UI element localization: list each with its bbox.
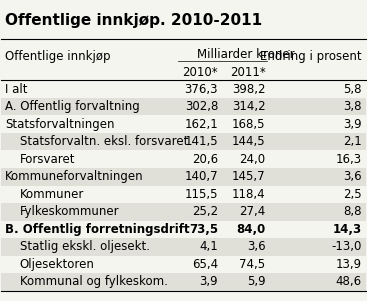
Text: 162,1: 162,1: [184, 118, 218, 131]
Bar: [1, 238, 366, 256]
Text: 118,4: 118,4: [232, 188, 265, 201]
Text: I alt: I alt: [5, 83, 28, 96]
Text: Kommuner: Kommuner: [19, 188, 84, 201]
Text: 48,6: 48,6: [336, 275, 362, 288]
Text: 5,8: 5,8: [344, 83, 362, 96]
Text: 3,6: 3,6: [344, 170, 362, 183]
Bar: [1, 203, 366, 221]
Text: 2011*: 2011*: [230, 66, 265, 79]
Text: 398,2: 398,2: [232, 83, 265, 96]
Text: 302,8: 302,8: [185, 100, 218, 113]
Text: 2,5: 2,5: [344, 188, 362, 201]
Text: 3,9: 3,9: [200, 275, 218, 288]
Text: 73,5: 73,5: [189, 223, 218, 236]
Text: Statlig ekskl. oljesekt.: Statlig ekskl. oljesekt.: [19, 240, 150, 253]
Text: Statsforvaltn. eksl. forsvaret: Statsforvaltn. eksl. forsvaret: [19, 135, 188, 148]
Text: Fylkeskommuner: Fylkeskommuner: [19, 205, 119, 218]
Text: 8,8: 8,8: [344, 205, 362, 218]
Text: 3,6: 3,6: [247, 240, 265, 253]
Bar: [1, 168, 366, 185]
Text: Endring i prosent: Endring i prosent: [260, 50, 362, 63]
Text: 27,4: 27,4: [239, 205, 265, 218]
Text: A. Offentlig forvaltning: A. Offentlig forvaltning: [5, 100, 140, 113]
Text: 145,7: 145,7: [232, 170, 265, 183]
Text: 5,9: 5,9: [247, 275, 265, 288]
Bar: [1, 98, 366, 116]
Text: 3,8: 3,8: [344, 100, 362, 113]
Text: 115,5: 115,5: [185, 188, 218, 201]
Text: 65,4: 65,4: [192, 258, 218, 271]
Text: 314,2: 314,2: [232, 100, 265, 113]
Text: 2,1: 2,1: [343, 135, 362, 148]
Text: B. Offentlig forretningsdrift: B. Offentlig forretningsdrift: [5, 223, 190, 236]
Text: 16,3: 16,3: [336, 153, 362, 166]
Text: 3,9: 3,9: [344, 118, 362, 131]
Text: 168,5: 168,5: [232, 118, 265, 131]
Text: 25,2: 25,2: [192, 205, 218, 218]
Text: -13,0: -13,0: [332, 240, 362, 253]
Text: Offentlige innkjøp. 2010-2011: Offentlige innkjøp. 2010-2011: [5, 13, 262, 28]
Text: 13,9: 13,9: [336, 258, 362, 271]
Bar: [1, 273, 366, 291]
Text: 2010*: 2010*: [182, 66, 218, 79]
Text: 24,0: 24,0: [239, 153, 265, 166]
Text: Offentlige innkjøp: Offentlige innkjøp: [5, 50, 110, 63]
Bar: [1, 133, 366, 150]
Text: 140,7: 140,7: [185, 170, 218, 183]
Text: Statsforvaltningen: Statsforvaltningen: [5, 118, 115, 131]
Text: Milliarder kroner: Milliarder kroner: [197, 48, 294, 61]
Text: 20,6: 20,6: [192, 153, 218, 166]
Text: 4,1: 4,1: [199, 240, 218, 253]
Text: 14,3: 14,3: [333, 223, 362, 236]
Text: Forsvaret: Forsvaret: [19, 153, 75, 166]
Text: Kommunal og fylkeskom.: Kommunal og fylkeskom.: [19, 275, 167, 288]
Text: Kommuneforvaltningen: Kommuneforvaltningen: [5, 170, 143, 183]
Text: 376,3: 376,3: [185, 83, 218, 96]
Text: 141,5: 141,5: [185, 135, 218, 148]
Text: 144,5: 144,5: [232, 135, 265, 148]
Text: Oljesektoren: Oljesektoren: [19, 258, 94, 271]
Text: 84,0: 84,0: [236, 223, 265, 236]
Text: 74,5: 74,5: [239, 258, 265, 271]
